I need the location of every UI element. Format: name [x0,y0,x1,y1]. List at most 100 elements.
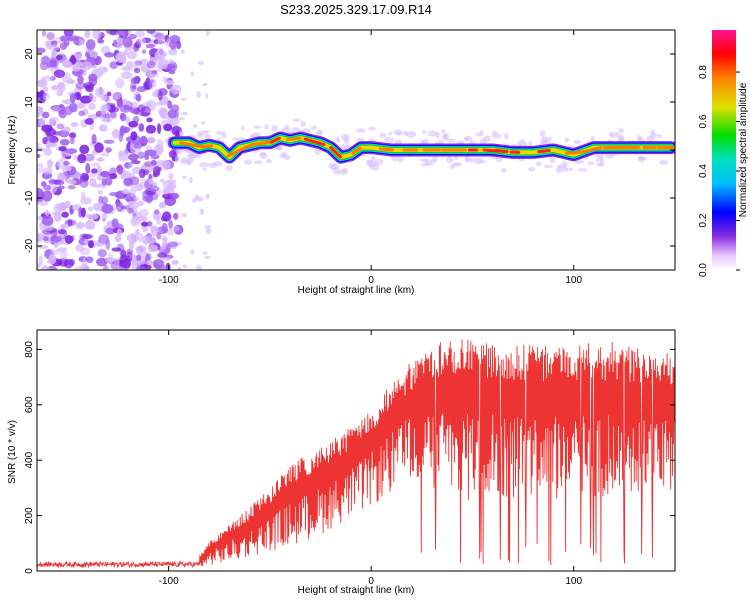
noise-blob [49,44,60,52]
x-tick-label: 100 [565,576,582,587]
noise-blob [138,123,145,132]
ridge-halo [292,118,302,122]
noise-blob [61,126,71,132]
ridge-halo [427,130,438,137]
ridge-halo [407,131,417,138]
snr-x-ticks: -100 0 100 [159,330,583,587]
noise-blob [101,212,108,220]
noise-blob [77,154,87,164]
noise-blob [202,167,207,171]
ridge-halo [483,135,491,143]
colorbar-tick-label: 0.2 [698,213,709,227]
noise-blob [128,200,135,207]
noise-blob [46,32,55,41]
noise-blob [96,175,104,181]
noise-blob [88,103,96,110]
ridge-core [329,146,343,159]
noise-blob [133,196,140,201]
noise-blob [156,232,162,240]
snr-x-axis-label: Height of straight line (km) [298,585,415,596]
ridge-halo [595,152,604,160]
noise-blob [204,225,212,230]
noise-blob [64,235,74,244]
noise-blob [46,140,51,151]
noise-blob [63,160,70,166]
ridge-halo [291,127,301,132]
noise-blob [58,109,67,119]
noise-blob [106,91,112,97]
noise-blob [37,153,41,159]
snr-series-layer [37,339,675,569]
noise-blob [37,146,45,152]
noise-blob [85,39,96,50]
noise-blob [37,142,41,148]
ridge-core [579,146,603,154]
ridge-core [378,147,394,152]
noise-blob [37,201,49,206]
ridge-halo [396,155,404,163]
ridge-halo [590,136,595,142]
ridge-halo [196,132,204,138]
ridge-halo [475,132,482,137]
ridge-halo [491,133,502,139]
noise-blob [50,235,62,243]
noise-blob [158,201,167,209]
noise-blob [102,264,109,270]
noise-blob [131,101,138,109]
noise-blob [94,142,104,153]
noise-blob [202,251,208,255]
noise-blob [133,144,143,149]
noise-blob [161,235,168,242]
ridge-halo [244,159,252,166]
noise-blob [146,117,153,123]
ridge-halo [384,136,394,143]
ridge-halo [637,156,648,161]
noise-blob [109,173,118,180]
ridge-core [269,136,281,144]
noise-blob [70,122,79,127]
ridge-halo [356,128,367,133]
noise-blob [161,242,167,251]
y-tick-label: 400 [24,451,35,468]
noise-blob [105,147,112,153]
ridge-halo [192,154,201,159]
ridge-core [226,143,254,158]
noise-blob [120,71,133,80]
noise-blob [41,30,47,37]
noise-blob [67,35,80,41]
snr-line [37,339,675,569]
noise-blob [77,75,84,84]
noise-blob [105,239,111,251]
noise-blob [88,92,93,102]
y-tick-label: 600 [24,396,35,413]
ridge-halo [265,158,272,164]
noise-blob [152,165,161,176]
noise-blob [182,175,187,179]
ridge-halo [388,131,393,136]
noise-blob [135,228,140,235]
noise-blob [72,65,81,72]
ridge-halo [539,130,546,137]
noise-blob [91,168,98,174]
noise-blob [140,58,149,64]
noise-blob [157,58,169,70]
noise-blob [81,174,89,181]
noise-blob [119,112,127,122]
ridge-halo [543,164,554,169]
y-tick-label: 10 [24,96,35,108]
noise-blob [79,144,90,155]
noise-blob [50,248,61,255]
x-tick-label: 0 [368,275,374,286]
ridge-halo [393,129,403,136]
noise-blob [174,130,181,138]
noise-blob [201,121,206,125]
ridge-halo [442,133,448,140]
noise-blob [167,63,176,70]
ridge-halo [504,133,509,140]
noise-blob [87,206,94,212]
ridge-halo [199,162,209,168]
noise-blob [156,47,164,55]
noise-blob [88,73,98,82]
noise-blob [53,69,66,78]
noise-blob [154,32,166,41]
